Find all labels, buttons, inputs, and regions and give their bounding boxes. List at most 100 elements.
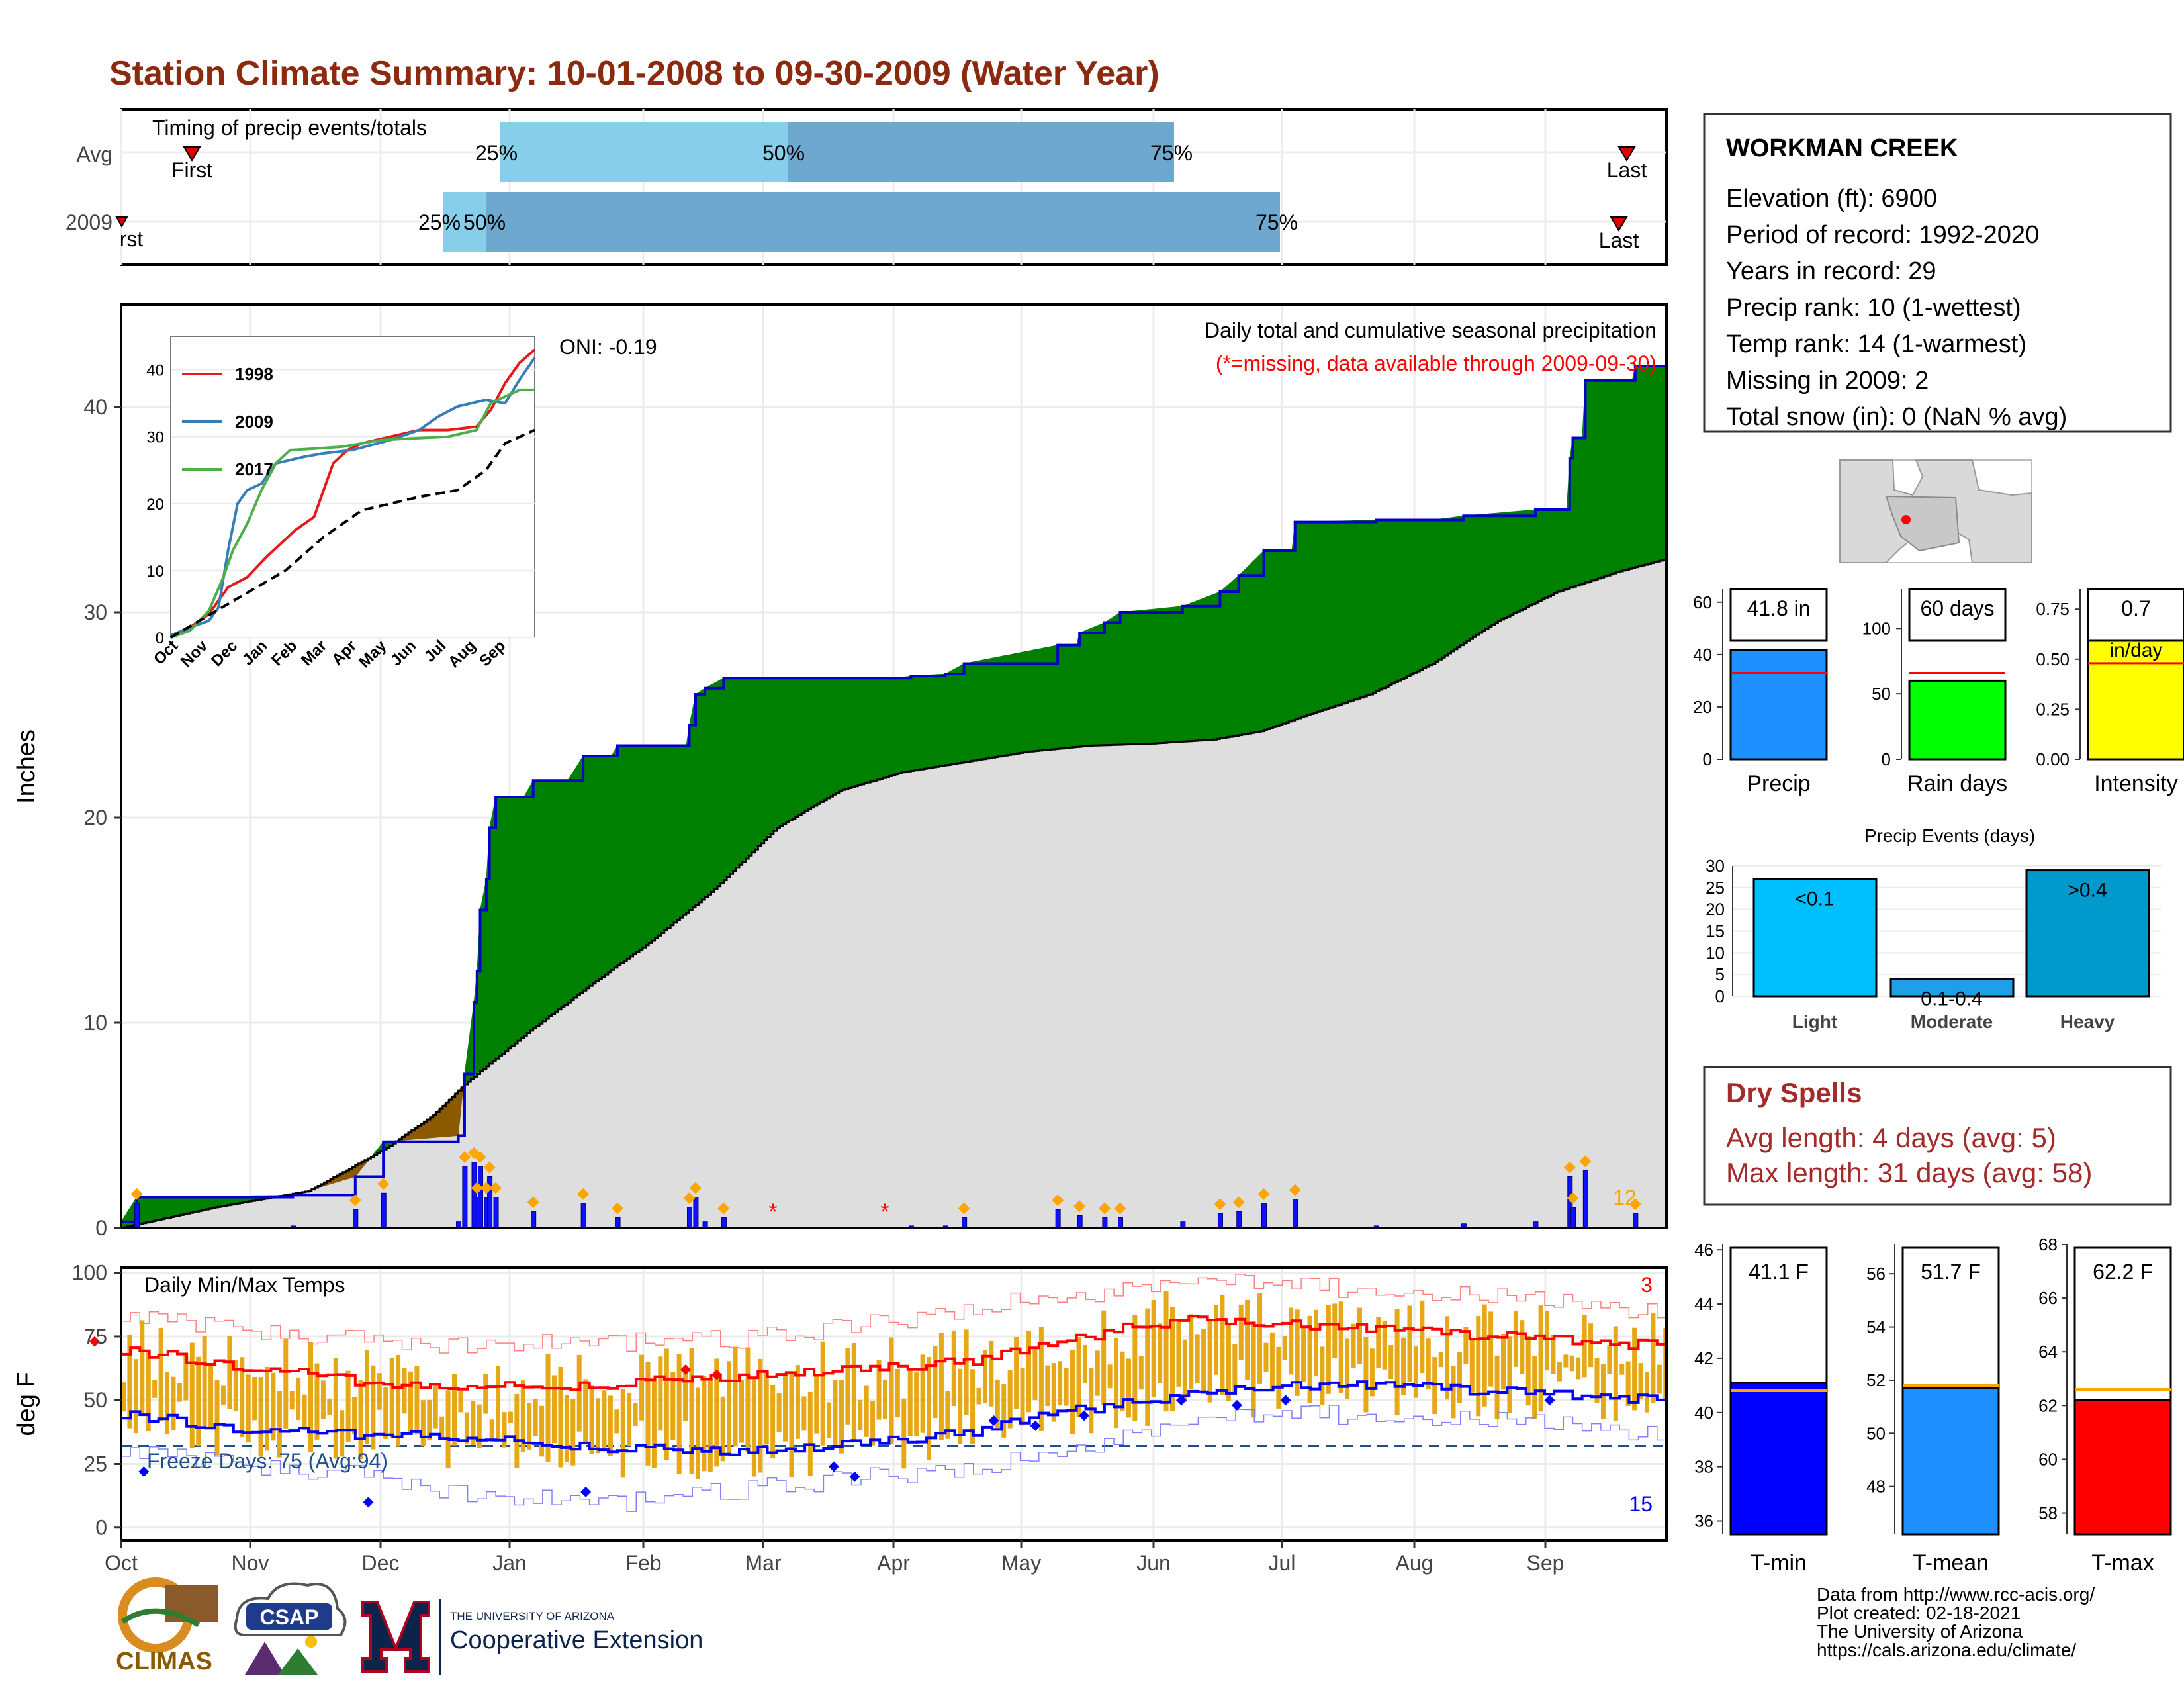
daily-temp-range-bar [1357,1307,1362,1364]
daily-temp-range-bar [1445,1316,1450,1400]
daily-temp-range-bar [951,1331,956,1406]
daily-temp-range-bar [220,1385,226,1405]
departure-area-segment [1344,520,1349,703]
departure-area-segment [1313,521,1317,714]
heavy-event-marker [683,1192,696,1204]
csap-logo: CSAP [234,1582,347,1675]
departure-area-segment [1195,600,1199,741]
departure-area-segment [1322,521,1327,710]
departure-area-segment [1104,620,1108,746]
departure-area-segment [926,675,930,769]
departure-area-segment [1416,520,1420,672]
departure-area-segment [1220,588,1224,739]
daily-temp-range-bar [820,1341,825,1446]
departure-area-segment [1132,610,1136,745]
departure-area-segment [614,745,618,968]
departure-area-segment [1242,569,1246,735]
daily-temp-range-bar [1326,1305,1331,1394]
departure-area-segment [886,677,889,778]
departure-area-segment [1613,380,1617,574]
departure-area-segment [1107,618,1111,745]
hot-days-count: 3 [1641,1273,1653,1297]
departure-area-segment [146,1197,150,1223]
daily-precip-bar [1582,1170,1588,1229]
departure-area-segment [880,677,884,780]
departure-area-segment [1167,607,1171,743]
daily-temp-range-bar [1001,1384,1007,1438]
departure-area-segment [1507,511,1511,617]
departure-area-segment [1588,380,1592,582]
departure-area-segment [555,780,559,1013]
timing-avg-50-75 [788,122,1174,182]
departure-area-segment [780,677,784,827]
departure-area-segment [611,750,615,970]
departure-area-segment [155,1196,159,1221]
departure-area-segment [1604,380,1608,577]
dry-spells-max: Max length: 31 days (avg: 58) [1726,1157,2092,1188]
dry-spells-avg: Avg length: 4 days (avg: 5) [1726,1122,2056,1153]
timing-2009-75: 75% [1255,211,1298,234]
departure-area-segment [901,676,905,773]
daily-temp-range-bar [246,1374,251,1443]
departure-area-segment [1438,518,1442,660]
departure-area-segment [573,765,577,998]
daily-temp-range-bar [202,1336,207,1427]
daily-temp-range-bar [870,1401,876,1446]
ua-a-icon [361,1601,430,1673]
daily-temp-range-bar [140,1320,145,1415]
daily-temp-range-bar [1163,1290,1169,1412]
departure-area-segment [1244,565,1249,735]
daily-precip-bar [721,1217,727,1229]
departure-area-segment [1273,550,1277,727]
record-low-marker [580,1486,592,1497]
temp-summary-tick-label: 36 [1694,1511,1713,1531]
departure-area-segment [1591,380,1595,581]
station-info: WORKMAN CREEK Elevation (ft): 6900 Perio… [1703,113,2172,433]
daily-temp-range-bar [551,1375,557,1444]
daily-temp-range-bar [858,1399,863,1430]
inset-series-line [170,388,535,639]
precip-ytick-label: 10 [83,1011,107,1035]
departure-area-segment [602,755,606,978]
csap-tree-icon [278,1648,318,1675]
map-arizona-shape [1885,495,1960,552]
departure-area-segment [1572,438,1576,587]
departure-area-segment [598,755,602,980]
departure-area-segment [1413,520,1417,673]
daily-temp-range-bar [633,1403,638,1426]
record-high-marker [680,1364,691,1376]
temp-ytick-label: 75 [83,1325,107,1348]
departure-area-segment [1338,520,1342,705]
departure-area-segment [1251,559,1255,733]
daily-temp-range-bar [1594,1358,1600,1403]
departure-area-segment [960,663,964,763]
temp-summary-bars: 41.1 F 36 38 40 42 44 46 T-min 51.7 F 48 50 52 54 56 T… [1694,1235,2172,1575]
daily-temp-range-bar [371,1365,376,1450]
daily-temp-range-bar [1563,1354,1569,1368]
departure-area-segment [1522,510,1526,610]
departure-area-segment [589,755,593,986]
departure-area-segment [1653,365,1658,563]
departure-area-segment [180,1196,184,1215]
timing-avg-25: 25% [475,141,518,165]
daily-temp-range-bar [889,1337,894,1445]
summary-bar-1 [1908,679,2007,761]
departure-area-segment [873,677,877,781]
daily-temp-range-bar [1351,1323,1356,1369]
heavy-event-marker [1579,1155,1592,1168]
daily-precip-bar [687,1207,693,1229]
departure-area-segment [1357,520,1361,699]
departure-area-segment [536,780,540,1027]
daily-temp-range-bar [1476,1316,1481,1417]
departure-area-segment [1619,380,1623,572]
departure-area-segment [1463,515,1467,644]
daily-precip-bar [477,1166,483,1229]
departure-area-segment [1020,651,1024,753]
daily-temp-range-bar [789,1373,794,1477]
daily-temp-range-bar [1032,1349,1038,1400]
daily-temp-range-bar [1189,1314,1194,1389]
departure-area-segment [1122,611,1127,745]
departure-area-segment [733,677,737,872]
legend-2009: 2009 [235,412,273,432]
station-elevation: Elevation (ft): 6900 [1726,185,1937,212]
